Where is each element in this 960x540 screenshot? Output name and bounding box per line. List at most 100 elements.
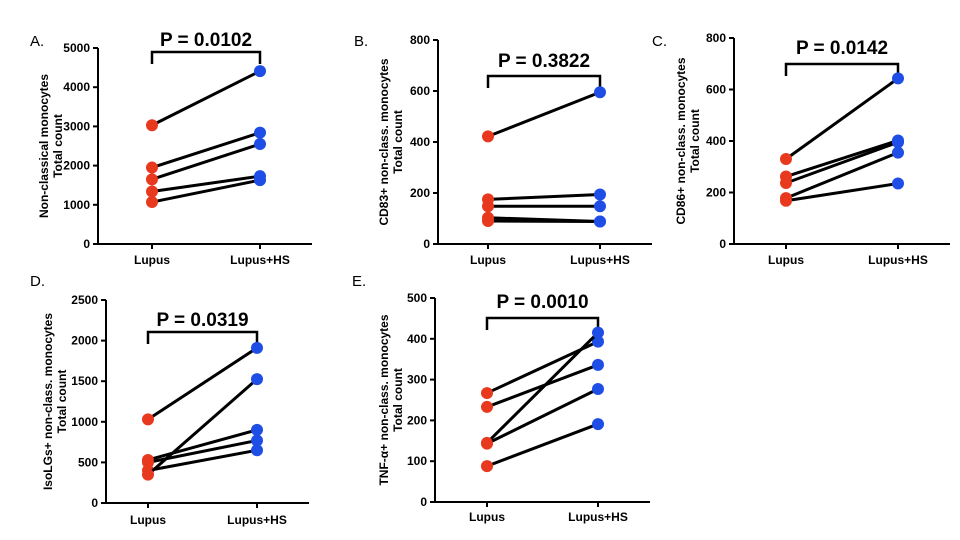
chart-panel-b: B. 0 200 400 600 800 Lupus Lupus+HS CD83+ non-cl… bbox=[354, 33, 652, 267]
paired-line bbox=[785, 139, 899, 178]
y-axis-label: Total count bbox=[55, 370, 69, 434]
paired-line bbox=[147, 448, 258, 472]
lupus-point bbox=[146, 185, 158, 198]
y-tick-label: 400 bbox=[410, 135, 430, 149]
y-tick-label: 200 bbox=[706, 186, 726, 200]
lupus-point bbox=[482, 200, 494, 213]
y-tick-label: 200 bbox=[410, 186, 430, 200]
lupus-point bbox=[146, 119, 158, 132]
lupus-hs-point bbox=[251, 373, 263, 386]
paired-line bbox=[147, 428, 258, 462]
y-tick-label: 1000 bbox=[63, 198, 90, 212]
lupus-hs-point bbox=[594, 188, 606, 201]
y-axis-label: Non-classical monocytes bbox=[37, 74, 51, 218]
lupus-hs-point bbox=[592, 335, 604, 348]
lupus-hs-point bbox=[592, 382, 604, 395]
y-tick-label: 600 bbox=[410, 84, 430, 98]
paired-line bbox=[487, 193, 601, 201]
y-tick-label: 600 bbox=[706, 83, 726, 97]
chart-panel-d: D. 0 500 1000 1500 2000 2500 Lupus Lupus+HS IsoLG… bbox=[30, 273, 309, 527]
y-tick-label: 500 bbox=[78, 455, 98, 469]
lupus-hs-point bbox=[592, 358, 604, 371]
lupus-hs-point bbox=[594, 86, 606, 99]
y-tick-label: 400 bbox=[407, 332, 427, 346]
lupus-point bbox=[482, 130, 494, 143]
y-tick-label: 1500 bbox=[71, 374, 98, 388]
lupus-point bbox=[142, 468, 154, 481]
lupus-hs-point bbox=[892, 146, 904, 159]
x-tick-label: Lupus+HS bbox=[230, 253, 290, 267]
paired-line bbox=[785, 151, 899, 200]
y-axis-label: CD86+ non-class. monocytes bbox=[674, 57, 688, 224]
lupus-point bbox=[780, 194, 792, 207]
paired-line bbox=[151, 174, 261, 193]
y-tick-label: 4000 bbox=[63, 80, 90, 94]
y-tick-label: 1000 bbox=[71, 415, 98, 429]
y-tick-label: 800 bbox=[410, 33, 430, 47]
lupus-hs-point bbox=[592, 326, 604, 339]
significance-bracket bbox=[146, 330, 259, 344]
lupus-point bbox=[780, 153, 792, 166]
y-tick-label: 200 bbox=[407, 413, 427, 427]
p-value-label: P = 0.3822 bbox=[498, 51, 590, 72]
chart-panel-a: A. 0 1000 2000 3000 4000 5000 Lupus Lupus+HS Non-… bbox=[30, 30, 312, 267]
paired-line bbox=[487, 219, 601, 224]
lupus-hs-point bbox=[594, 200, 606, 213]
y-tick-label: 3000 bbox=[63, 119, 90, 133]
panel-letter: D. bbox=[30, 273, 45, 290]
lupus-hs-point bbox=[892, 177, 904, 190]
p-value-label: P = 0.0010 bbox=[496, 292, 588, 313]
paired-line bbox=[147, 378, 258, 476]
paired-line bbox=[151, 142, 261, 181]
panel-letter: B. bbox=[354, 33, 368, 50]
x-tick-label: Lupus bbox=[130, 513, 166, 527]
x-tick-label: Lupus bbox=[470, 253, 506, 267]
y-axis-label: IsoLGs+ non-class. monocytes bbox=[41, 313, 55, 490]
panel-letter: C. bbox=[652, 33, 667, 50]
paired-line bbox=[785, 140, 899, 185]
panel-letter: A. bbox=[30, 33, 44, 50]
significance-bracket bbox=[486, 74, 602, 88]
y-tick-label: 300 bbox=[407, 373, 427, 387]
y-tick-label: 2500 bbox=[71, 293, 98, 307]
x-tick-label: Lupus+HS bbox=[868, 253, 928, 267]
lupus-point bbox=[146, 173, 158, 186]
paired-line bbox=[485, 331, 600, 444]
lupus-hs-point bbox=[594, 215, 606, 228]
lupus-hs-point bbox=[254, 138, 266, 151]
lupus-point bbox=[481, 437, 493, 450]
lupus-hs-point bbox=[592, 418, 604, 431]
panel-letter: E. bbox=[352, 273, 366, 290]
y-tick-label: 400 bbox=[706, 134, 726, 148]
lupus-hs-point bbox=[892, 72, 904, 85]
paired-line bbox=[785, 77, 899, 161]
lupus-point bbox=[146, 161, 158, 174]
lupus-hs-point bbox=[251, 444, 263, 457]
lupus-hs-point bbox=[251, 341, 263, 354]
lupus-hs-point bbox=[254, 174, 266, 187]
lupus-hs-point bbox=[251, 434, 263, 447]
chart-panel-e: E. 0 100 200 300 400 500 Lupus Lupus+HS TNF-α+ no… bbox=[352, 273, 650, 524]
p-value-label: P = 0.0319 bbox=[156, 310, 248, 331]
lupus-hs-point bbox=[254, 126, 266, 139]
y-tick-label: 800 bbox=[706, 31, 726, 45]
y-tick-label: 0 bbox=[83, 237, 90, 251]
x-tick-label: Lupus bbox=[469, 510, 505, 524]
paired-line bbox=[785, 182, 899, 203]
y-tick-label: 500 bbox=[407, 291, 427, 305]
y-axis-label: Total count bbox=[391, 110, 405, 174]
lupus-point bbox=[146, 196, 158, 209]
y-tick-label: 5000 bbox=[63, 41, 90, 55]
lupus-point bbox=[142, 413, 154, 426]
significance-bracket bbox=[485, 316, 600, 330]
lupus-hs-point bbox=[251, 423, 263, 436]
x-tick-label: Lupus+HS bbox=[227, 513, 287, 527]
chart-panel-c: C. 0 200 400 600 800 Lupus Lupus+HS CD86+ non-cl… bbox=[652, 31, 950, 267]
paired-line bbox=[487, 90, 601, 138]
paired-line bbox=[147, 346, 258, 421]
x-tick-label: Lupus+HS bbox=[570, 253, 630, 267]
y-axis-label: CD83+ non-class. monocytes bbox=[377, 58, 391, 225]
y-axis-label: TNF-α+ non-class. monocytes bbox=[377, 314, 391, 485]
p-value-label: P = 0.0142 bbox=[796, 38, 888, 59]
x-tick-label: Lupus+HS bbox=[568, 510, 628, 524]
